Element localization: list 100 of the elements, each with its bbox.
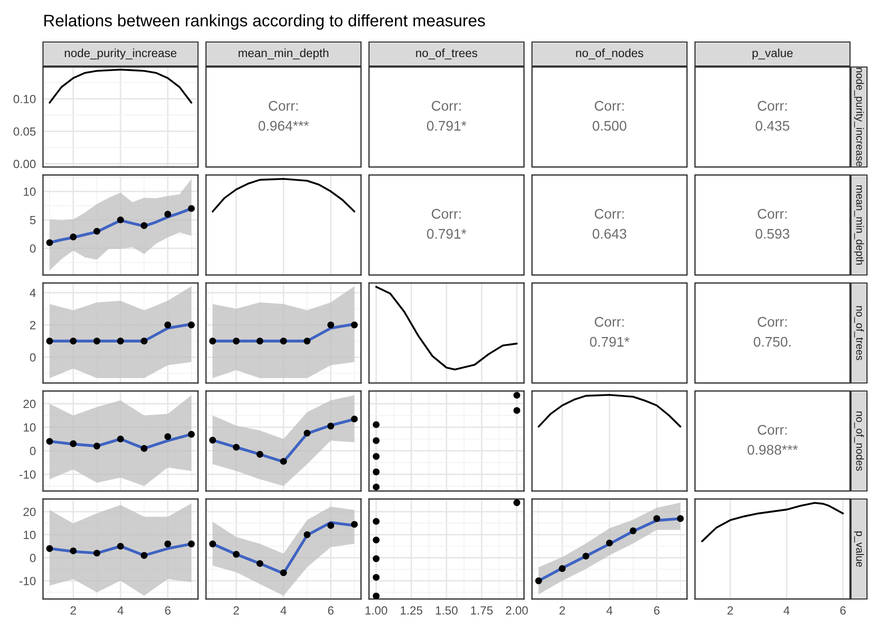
x-tick-label: 2 xyxy=(560,606,565,614)
y-tick-label: 2 xyxy=(30,320,36,330)
y-tick-label: 10 xyxy=(24,188,36,196)
point xyxy=(372,468,380,476)
point xyxy=(513,392,520,399)
y-tick-label: 0.05 xyxy=(14,127,36,136)
text: node_purity_increase xyxy=(854,68,864,166)
point xyxy=(188,540,195,548)
point xyxy=(93,550,100,557)
point xyxy=(513,499,520,506)
text: no_of_trees xyxy=(854,306,864,360)
y-tick-label: -10 xyxy=(20,576,36,586)
point xyxy=(117,436,124,442)
point xyxy=(535,577,542,584)
point xyxy=(327,422,334,430)
y-tick-label: 10 xyxy=(24,530,36,540)
point xyxy=(653,515,660,522)
point xyxy=(117,542,124,550)
text: no_of_trees xyxy=(416,48,478,60)
point xyxy=(256,450,264,458)
point xyxy=(630,527,637,534)
text: 0.791* xyxy=(590,336,630,347)
x-tick-label: 2.00 xyxy=(506,606,528,615)
point xyxy=(304,430,311,437)
point xyxy=(188,430,195,438)
point xyxy=(372,574,380,581)
text: 0.500 xyxy=(592,120,626,131)
point xyxy=(676,515,684,522)
text: Corr: xyxy=(758,424,787,435)
x-tick-label: 2 xyxy=(728,606,733,614)
text: Corr: xyxy=(268,100,298,111)
y-tick-label: 4 xyxy=(30,288,36,297)
y-tick-label: 0.10 xyxy=(14,94,36,104)
point xyxy=(93,442,100,450)
point xyxy=(46,239,54,246)
point xyxy=(606,540,613,546)
text: Relations between rankings according to different measures xyxy=(44,14,485,30)
text: mean_min_depth xyxy=(854,185,864,265)
point xyxy=(372,484,380,490)
x-tick-label: 6 xyxy=(840,606,846,615)
text: Corr: xyxy=(758,208,787,219)
text: 0.435 xyxy=(756,120,790,131)
y-tick-label: 5 xyxy=(30,216,36,224)
y-tick-label: 0 xyxy=(30,554,36,562)
point xyxy=(327,522,334,529)
text: 0.988*** xyxy=(748,444,798,455)
point xyxy=(280,569,287,576)
point xyxy=(188,205,195,212)
point xyxy=(70,547,77,554)
text: Corr: xyxy=(594,208,624,219)
point xyxy=(140,222,148,229)
y-tick-label: 20 xyxy=(24,508,36,516)
y-tick-label: 20 xyxy=(24,400,36,408)
text: 0.964*** xyxy=(258,120,309,131)
point xyxy=(232,550,240,558)
y-tick-label: 0 xyxy=(30,244,36,253)
text: Corr: xyxy=(432,208,461,219)
point xyxy=(164,433,172,440)
text: 0.750. xyxy=(754,336,791,347)
x-tick-label: 4 xyxy=(606,606,612,614)
x-tick-label: 4 xyxy=(117,606,124,614)
y-tick-label: -10 xyxy=(20,470,36,479)
point xyxy=(372,421,380,428)
x2-axis-title: node_purity_increase xyxy=(64,48,176,60)
point xyxy=(164,540,172,548)
point xyxy=(209,436,216,444)
point xyxy=(46,545,54,552)
y-tick-label: 0 xyxy=(30,446,36,456)
point xyxy=(372,592,380,599)
point xyxy=(140,552,148,559)
x-tick-label: 1.00 xyxy=(366,606,388,615)
x-tick-label: 1.25 xyxy=(400,606,422,615)
point xyxy=(93,228,100,235)
text: Corr: xyxy=(594,316,624,327)
x-tick-label: 4 xyxy=(784,606,790,614)
point xyxy=(350,416,358,422)
y-tick-label: 10 xyxy=(24,423,36,432)
x-tick-label: 4 xyxy=(280,606,286,614)
text: no_of_nodes xyxy=(854,412,864,471)
text: p_value xyxy=(752,48,793,60)
text: Corr: xyxy=(758,316,787,327)
y2-axis-title: p_value xyxy=(854,531,864,567)
text: 0.593 xyxy=(756,228,790,239)
text: 0.791* xyxy=(426,228,466,239)
x-tick-label: 6 xyxy=(165,606,171,615)
y-tick-label: 0.00 xyxy=(14,160,36,168)
text: Corr: xyxy=(758,100,787,111)
point xyxy=(372,536,380,544)
point xyxy=(304,531,311,538)
y-tick-label: 0 xyxy=(30,353,36,362)
text: 0.643 xyxy=(592,228,626,239)
text: mean_min_depth xyxy=(238,48,328,60)
point xyxy=(232,444,240,451)
point xyxy=(209,540,216,548)
point xyxy=(372,453,380,460)
point xyxy=(70,234,77,240)
text: no_of_nodes xyxy=(576,48,644,60)
point xyxy=(582,552,590,560)
point xyxy=(372,555,380,562)
line-series xyxy=(48,68,192,104)
